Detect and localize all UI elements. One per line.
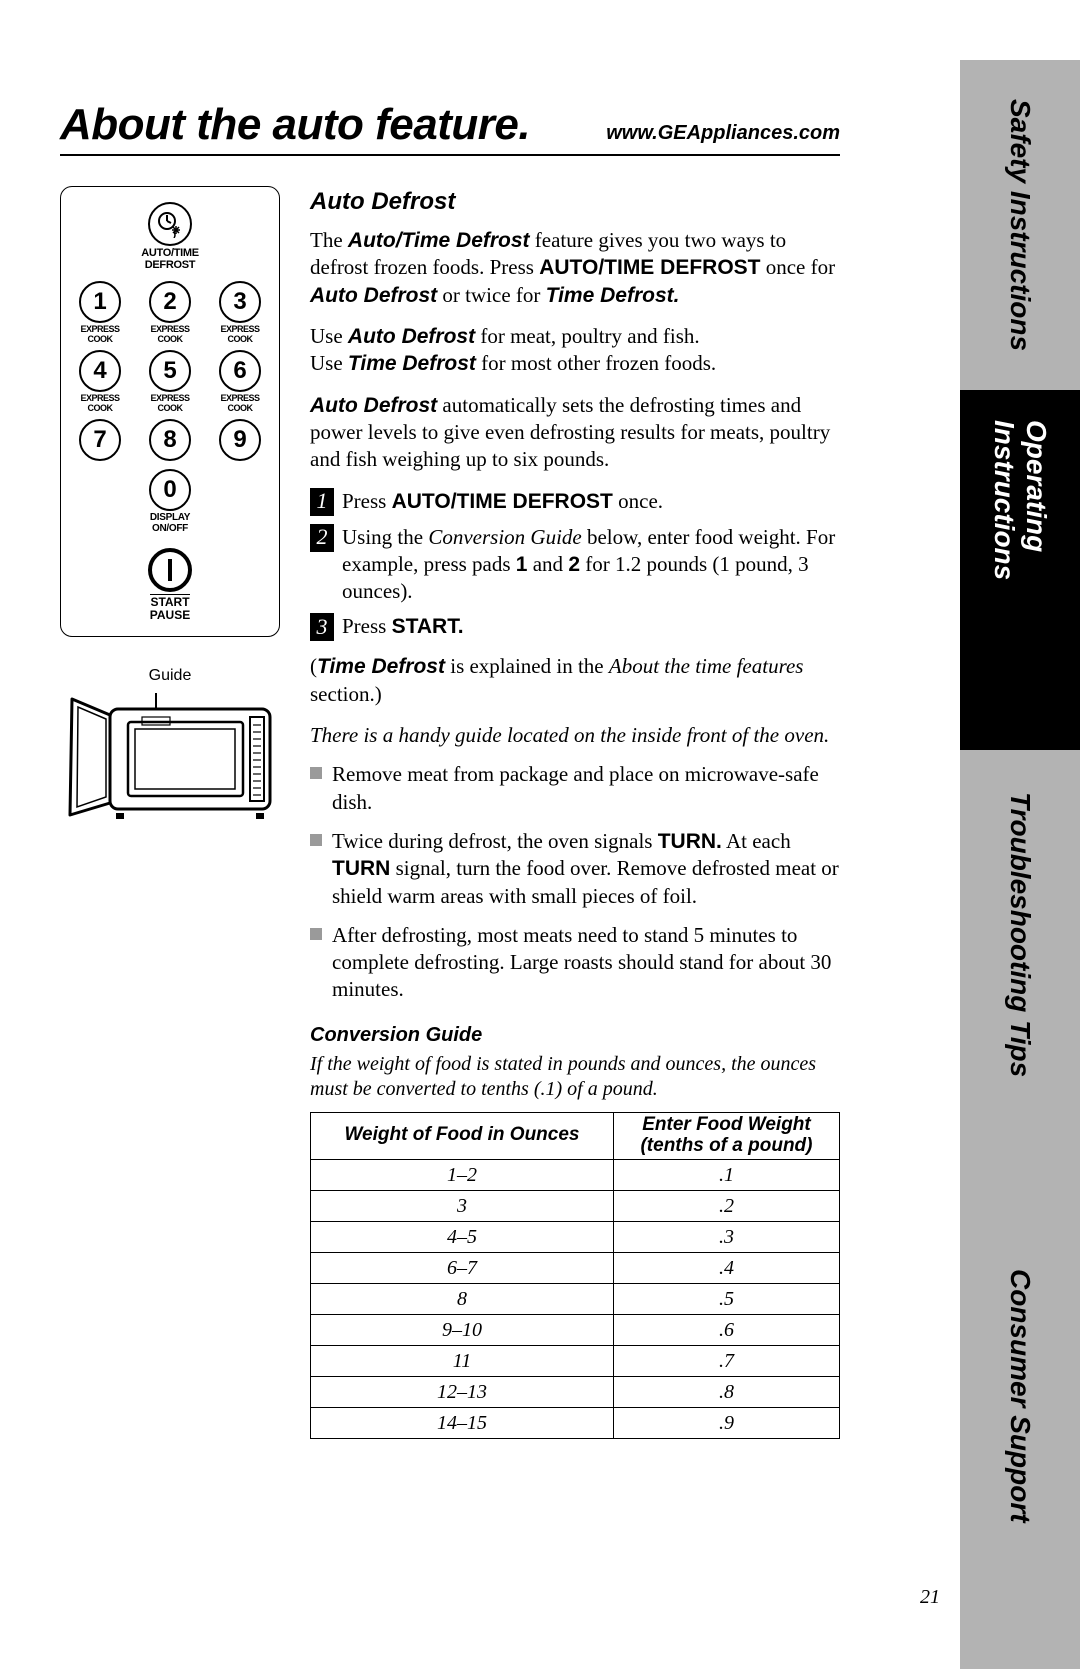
square-bullet-icon [310,834,322,846]
keypad-9[interactable]: 9 [219,419,261,461]
paragraph-3: Auto Defrost automatically sets the defr… [310,392,840,474]
keypad-5[interactable]: 5 [149,350,191,392]
steps-list: 1 Press AUTO/TIME DEFROST once. 2 Using … [310,488,840,642]
header-url: www.GEAppliances.com [606,122,840,145]
step-number-icon: 3 [310,613,334,641]
bullet-item: Remove meat from package and place on mi… [310,761,840,816]
right-column: Auto Defrost The Auto/Time Defrost featu… [310,186,840,1439]
table-row: 4–5.3 [311,1221,840,1252]
handy-guide-note: There is a handy guide located on the in… [310,722,840,749]
bullet-item: After defrosting, most meats need to sta… [310,922,840,1004]
express-cook-label: EXPRESS COOK [70,393,130,413]
express-cook-label: EXPRESS COOK [210,324,270,344]
display-onoff-label: DISPLAYON/OFF [150,513,190,534]
table-row: 1–2.1 [311,1159,840,1190]
express-cook-label: EXPRESS COOK [140,324,200,344]
table-row: 9–10.6 [311,1314,840,1345]
step-2: 2 Using the Conversion Guide below, ente… [310,524,840,606]
keypad-4[interactable]: 4 [79,350,121,392]
page-title: About the auto feature. [60,100,530,150]
express-cook-label: EXPRESS COOK [140,393,200,413]
square-bullet-icon [310,928,322,940]
tab-operating-instructions[interactable]: Operating Instructions [960,390,1080,750]
auto-defrost-heading: Auto Defrost [310,186,840,217]
conversion-guide-intro: If the weight of food is stated in pound… [310,1052,840,1102]
keypad-0[interactable]: 0 [149,469,191,511]
page: About the auto feature. www.GEAppliances… [0,0,900,1499]
time-defrost-note: (Time Defrost is explained in the About … [310,653,840,708]
paragraph-2: Use Auto Defrost for meat, poultry and f… [310,323,840,378]
step-3: 3 Press START. [310,613,840,641]
title-row: About the auto feature. www.GEAppliances… [60,100,840,156]
tab-troubleshooting-tips[interactable]: Troubleshooting Tips [960,750,1080,1120]
table-header-tenths: Enter Food Weight(tenths of a pound) [613,1112,839,1159]
square-bullet-icon [310,767,322,779]
start-pause-label: STARTPAUSE [150,594,190,621]
clock-snowflake-icon [148,202,192,246]
table-row: 11.7 [311,1345,840,1376]
express-cook-label: EXPRESS COOK [210,393,270,413]
keypad-grid: 1EXPRESS COOK 2EXPRESS COOK 3EXPRESS COO… [70,281,270,461]
start-pause-button[interactable] [148,548,192,592]
table-row: 6–7.4 [311,1252,840,1283]
left-column: AUTO/TIMEDEFROST 1EXPRESS COOK 2EXPRESS … [60,186,280,1439]
step-number-icon: 1 [310,488,334,516]
microwave-oven-icon [60,687,280,827]
table-row: 12–13.8 [311,1376,840,1407]
table-row: 8.5 [311,1283,840,1314]
page-number: 21 [920,1586,940,1609]
bullet-list: Remove meat from package and place on mi… [310,761,840,1003]
keypad-8[interactable]: 8 [149,419,191,461]
conversion-guide-table: Weight of Food in Ounces Enter Food Weig… [310,1112,840,1439]
oven-guide-label: Guide [149,667,192,685]
keypad-6[interactable]: 6 [219,350,261,392]
paragraph-1: The Auto/Time Defrost feature gives you … [310,227,840,309]
tab-safety-instructions[interactable]: Safety Instructions [960,60,1080,390]
table-row: 3.2 [311,1190,840,1221]
step-number-icon: 2 [310,524,334,552]
keypad-2[interactable]: 2 [149,281,191,323]
table-header-ounces: Weight of Food in Ounces [311,1112,614,1159]
keypad-1[interactable]: 1 [79,281,121,323]
tab-consumer-support[interactable]: Consumer Support [960,1122,1080,1669]
express-cook-label: EXPRESS COOK [70,324,130,344]
step-1: 1 Press AUTO/TIME DEFROST once. [310,488,840,516]
bullet-item: Twice during defrost, the oven signals T… [310,828,840,910]
keypad-panel: AUTO/TIMEDEFROST 1EXPRESS COOK 2EXPRESS … [60,186,280,637]
conversion-guide-heading: Conversion Guide [310,1022,840,1048]
table-row: 14–15.9 [311,1407,840,1438]
oven-figure: Guide [60,667,280,827]
power-line-icon [168,559,172,581]
side-tabs: Safety Instructions Operating Instructio… [960,60,1080,1669]
keypad-3[interactable]: 3 [219,281,261,323]
two-column-layout: AUTO/TIMEDEFROST 1EXPRESS COOK 2EXPRESS … [60,186,840,1439]
keypad-7[interactable]: 7 [79,419,121,461]
auto-time-defrost-label: AUTO/TIMEDEFROST [141,248,199,271]
